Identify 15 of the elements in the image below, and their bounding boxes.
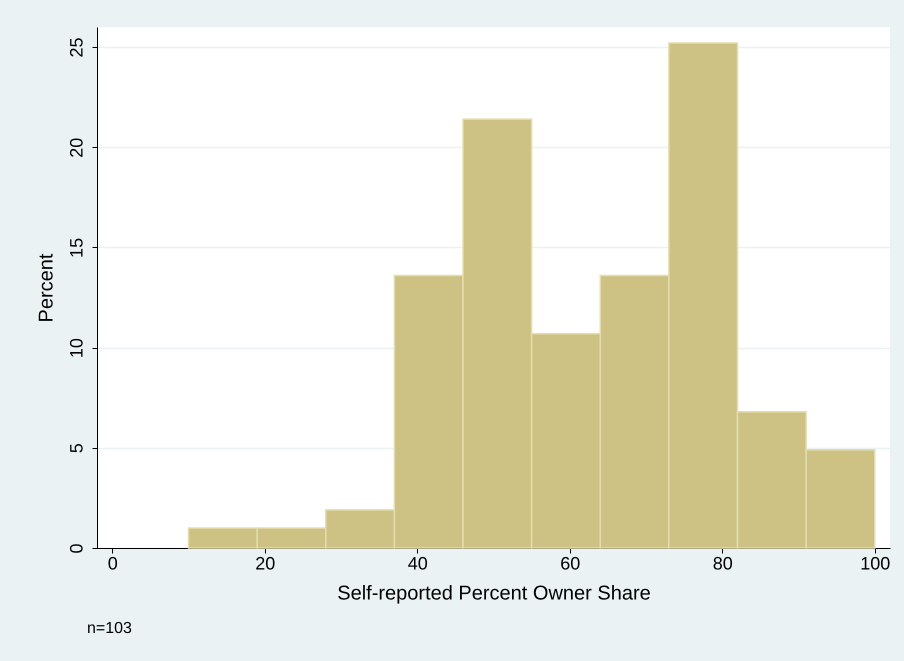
y-tick-label: 25 xyxy=(66,38,86,58)
x-tick-label: 100 xyxy=(860,554,890,574)
x-tick-label: 40 xyxy=(408,554,428,574)
y-axis-title: Percent xyxy=(36,253,58,322)
x-axis-title: Self-reported Percent Owner Share xyxy=(337,582,651,604)
x-tick-label: 80 xyxy=(712,554,733,574)
y-tick-label: 10 xyxy=(66,338,86,358)
y-tick-label: 20 xyxy=(66,138,86,158)
x-tick-label: 0 xyxy=(108,554,118,574)
x-tick-label: 60 xyxy=(560,554,580,574)
y-tick-label: 5 xyxy=(66,443,86,454)
text: n=103 xyxy=(87,620,132,638)
y-tick-label: 15 xyxy=(66,238,86,258)
x-tick-label: 20 xyxy=(255,554,276,574)
y-tick-label: 0 xyxy=(66,543,86,554)
